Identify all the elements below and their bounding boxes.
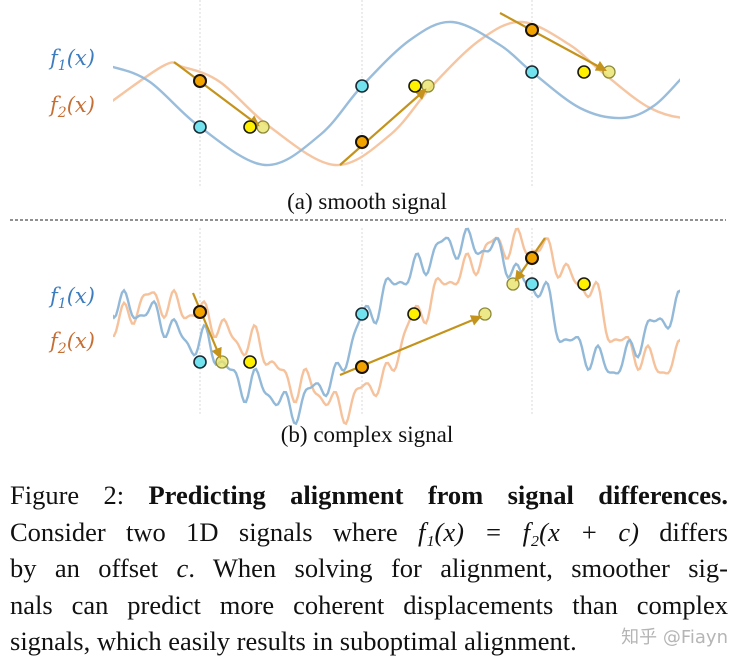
f1-label-complex: f1(x) [48, 284, 95, 312]
f2-sample-point [355, 135, 369, 149]
panel-complex: f1(x) f2(x) (b) complex signal [48, 227, 680, 447]
displacement-arrow [191, 292, 222, 360]
watermark: 知乎 @Fiayn [621, 627, 728, 648]
caption-line: by an offset c. When solving for alignme… [10, 553, 728, 583]
f1-curve-smooth [113, 20, 680, 167]
f2-label-complex: f2(x) [48, 329, 95, 357]
caption-line: nals can predict more coherent displacem… [10, 589, 728, 620]
caption-line: Figure 2: Predicting alignment from sign… [10, 480, 728, 510]
predicted-point [478, 307, 492, 321]
panel-smooth: f1(x) f2(x) (a) smooth signal [48, 12, 680, 214]
f1-sample-point [355, 307, 369, 321]
target-point [408, 79, 422, 93]
target-point [243, 120, 257, 134]
f1-sample-point [525, 277, 539, 291]
f2-curve-complex [113, 227, 680, 425]
predicted-point [215, 355, 229, 369]
predicted-point [602, 65, 616, 79]
target-point [407, 307, 421, 321]
target-point [577, 65, 591, 79]
f2-sample-point [193, 305, 207, 319]
f1-sample-point [193, 120, 207, 134]
panel-caption-complex: (b) complex signal [281, 422, 453, 447]
displacement-arrow [339, 88, 427, 166]
f2-sample-point [525, 23, 539, 37]
predicted-point [256, 120, 270, 134]
f1-sample-point [193, 355, 207, 369]
vertical-guides [199, 0, 533, 415]
displacement-arrow [499, 12, 607, 72]
panel-caption-smooth: (a) smooth signal [287, 189, 447, 214]
displacement-arrow [173, 61, 260, 127]
f2-sample-point [355, 360, 369, 374]
f1-label-smooth: f1(x) [48, 46, 95, 74]
caption-line: signals, which easily results in subopti… [10, 626, 577, 656]
figure: f1(x) f2(x) (a) smooth signal f1(x) f2(x… [10, 0, 726, 447]
f2-sample-point [193, 74, 207, 88]
target-point [243, 355, 257, 369]
f2-sample-point [525, 251, 539, 265]
f2-curve-smooth [113, 20, 680, 167]
f1-sample-point [525, 65, 539, 79]
f2-label-smooth: f2(x) [48, 93, 95, 121]
caption-line: Consider two 1D signals where f₁(x) = f₂… [10, 516, 728, 547]
target-point [577, 277, 591, 291]
f1-sample-point [355, 79, 369, 93]
figure-caption: Figure 2: Predicting alignment from sign… [10, 477, 728, 660]
f1-curve-complex [113, 227, 680, 425]
